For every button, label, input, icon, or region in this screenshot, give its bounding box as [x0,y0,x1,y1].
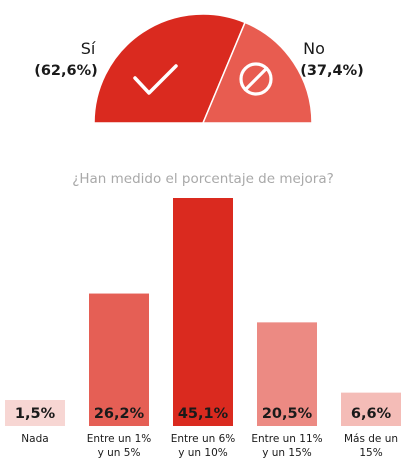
bar-value-label-5: 6,6% [351,406,392,422]
bar-category-label-2: y un 5% [98,447,141,459]
bar-category-label-5: 15% [359,447,382,459]
pie-slice-no [201,21,313,124]
bar-value-label-3: 45,1% [178,406,229,422]
pie-value-no: (37,4%) [300,63,364,79]
bar-category-label-4: y un 15% [262,447,312,459]
bar-category-label-5: Más de un [344,433,398,445]
bar-category-label-3: y un 10% [178,447,228,459]
bar-category-label-2: Entre un 1% [87,433,152,445]
pie-slice-si [93,13,247,124]
bar-4 [257,322,317,426]
prohibited-icon [239,62,273,96]
bar-2 [89,293,149,426]
bar-value-label-2: 26,2% [94,406,145,422]
bar-category-label-1: Nada [21,433,48,445]
pie-label-si: Sí [81,39,96,58]
bar-1 [5,400,65,426]
bar-value-label-4: 20,5% [262,406,313,422]
bar-3 [173,198,233,426]
bar-5 [341,392,401,426]
pie-value-si: (62,6%) [34,63,98,79]
check-icon [133,64,178,95]
bar-value-label-1: 1,5% [15,406,56,422]
bar-chart: 1,5% Nada 26,2% Entre un 1% y un 5% 45,1% Entr… [5,198,401,459]
semicircle-pie-chart: Sí (62,6%) No (37,4%) [34,13,364,124]
bar-chart-title: ¿Han medido el porcentaje de mejora? [72,171,334,187]
bar-category-label-4: Entre un 11% [251,433,322,445]
bar-category-label-3: Entre un 6% [171,433,236,445]
pie-label-no: No [303,39,325,58]
